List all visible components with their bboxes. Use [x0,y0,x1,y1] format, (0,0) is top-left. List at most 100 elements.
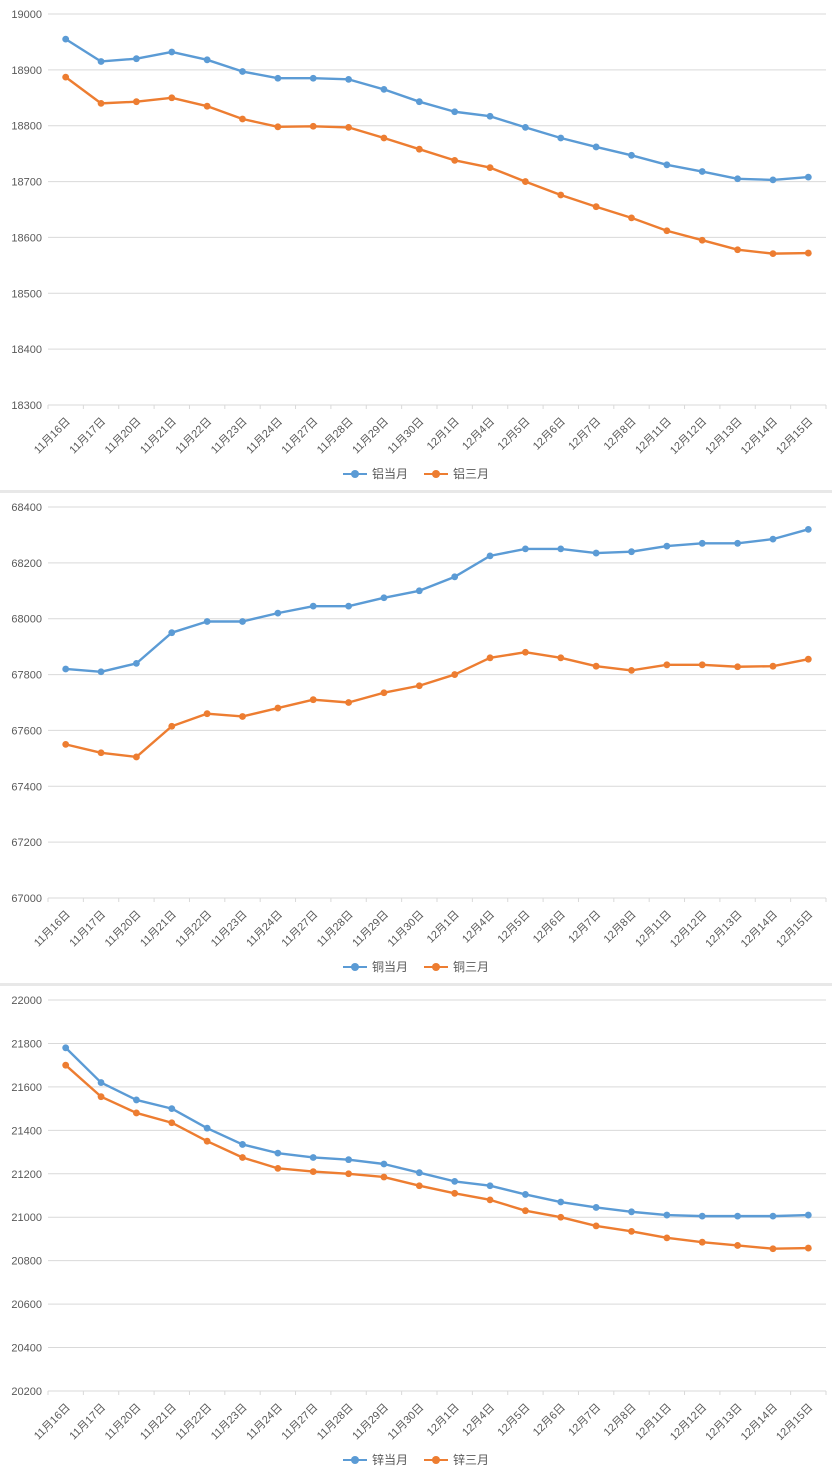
data-point-marker [309,1154,317,1161]
x-axis-tick-label: 12月15日 [774,416,815,457]
x-axis-tick-label: 11月16日 [32,909,73,950]
data-point-marker [415,145,423,153]
data-point-marker [133,660,140,667]
data-point-marker [734,663,741,671]
data-point-marker [486,1196,494,1204]
legend-item-aluminum-three-month[interactable]: 铝三月 [424,465,489,482]
copper-price-chart: 67000 67200 67400 67600 67800 68000 68200 68400… [0,493,832,983]
y-axis-tick-label: 19000 [11,9,42,21]
data-point-marker [274,1164,282,1172]
y-axis-tick-label: 18700 [11,177,42,189]
x-axis-tick-label: 12月5日 [496,416,533,453]
data-point-marker [804,525,812,533]
x-axis-tick-label: 12月5日 [496,909,533,946]
data-point-marker [592,1204,600,1211]
data-point-marker [486,164,494,172]
x-axis-tick-label: 12月12日 [668,909,709,950]
data-point-marker [486,1182,494,1190]
data-point-marker [309,696,317,704]
data-point-marker [203,1137,211,1145]
legend-item-copper-three-month[interactable]: 铜三月 [424,958,489,975]
x-axis-tick-label: 12月13日 [703,1402,744,1443]
series-line-1 [64,75,810,255]
y-axis-tick-label: 68000 [11,614,42,626]
data-point-marker [203,102,211,110]
x-axis-tick-label: 12月11日 [633,416,674,457]
data-point-marker [97,99,105,107]
data-point-marker [734,246,741,254]
data-point-marker [769,662,777,670]
x-axis-tick-label: 11月17日 [67,909,108,950]
y-axis-tick-label: 68200 [11,558,42,570]
data-point-marker [62,665,70,673]
data-point-marker [309,1168,317,1176]
y-axis-tick-label: 20800 [11,1256,42,1268]
aluminum-chart-legend: 铝当月 铝三月 [0,465,832,482]
x-axis-tick-label: 11月30日 [386,416,427,457]
series-line-0 [64,528,810,673]
data-point-marker [769,535,777,543]
zinc-chart-legend: 锌当月 锌三月 [0,1451,832,1468]
x-axis-tick-label: 12月12日 [668,416,709,457]
data-point-marker [203,618,211,625]
data-point-marker [663,1234,671,1242]
legend-item-aluminum-current-month[interactable]: 铝当月 [342,465,408,482]
x-axis-tick-label: 11月28日 [315,416,356,457]
data-point-marker [97,749,105,757]
data-point-marker [628,1208,635,1216]
x-axis-tick-label: 11月16日 [32,416,73,457]
y-axis-tick-label: 67800 [11,670,42,682]
legend-item-copper-current-month[interactable]: 铜当月 [342,958,408,975]
data-point-marker [628,1227,635,1235]
data-point-marker [486,654,494,662]
x-axis-tick-label: 12月15日 [774,909,815,950]
x-axis-tick-label: 11月24日 [244,416,285,457]
data-point-marker [345,1156,352,1164]
data-point-marker [663,1211,671,1219]
x-axis-tick-label: 11月21日 [138,909,179,950]
data-point-marker [274,74,282,82]
legend-item-zinc-three-month[interactable]: 锌三月 [424,1451,489,1468]
data-point-marker [592,549,600,557]
y-axis-tick-label: 67600 [11,725,42,737]
data-point-marker [698,1212,706,1220]
data-point-marker [522,545,529,553]
data-point-marker [345,75,352,83]
y-axis-tick-label: 18800 [11,121,42,133]
y-axis-tick-label: 67000 [11,893,42,905]
data-point-marker [62,1061,70,1069]
data-point-marker [168,1105,176,1113]
legend-item-zinc-current-month[interactable]: 锌当月 [342,1451,408,1468]
data-point-marker [451,1177,459,1185]
y-axis-tick-label: 18300 [11,400,42,412]
data-point-marker [62,740,70,748]
x-axis-tick-label: 11月24日 [244,909,285,950]
data-point-marker [486,112,494,120]
data-point-marker [663,161,671,169]
legend-label: 铜三月 [453,960,490,974]
data-point-marker [698,168,706,175]
legend-line-marker-icon [342,962,367,971]
y-axis-tick-label: 21000 [11,1212,42,1224]
legend-label: 锌当月 [371,1453,408,1467]
data-point-marker [769,1212,777,1220]
data-point-marker [345,602,352,610]
data-point-marker [804,1244,812,1252]
data-point-marker [345,1170,352,1178]
data-point-marker [133,55,140,63]
data-point-marker [380,134,388,142]
data-point-marker [168,48,176,56]
legend-line-marker-icon [424,962,448,971]
data-point-marker [415,587,423,595]
data-point-marker [698,1238,706,1246]
x-axis-tick-label: 11月29日 [350,1402,391,1443]
data-point-marker [239,115,246,123]
data-point-marker [451,108,459,116]
x-axis-tick-label: 12月1日 [425,1402,462,1439]
data-point-marker [451,156,459,164]
x-axis-tick-label: 11月27日 [280,1402,321,1443]
data-point-marker [628,214,635,222]
x-axis-tick-label: 11月23日 [209,909,250,950]
y-axis-tick-label: 18400 [11,344,42,356]
data-point-marker [133,98,140,106]
